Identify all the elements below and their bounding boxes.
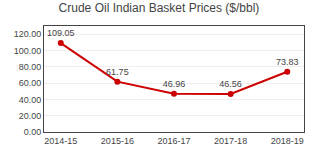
svg-text:100.00: 100.00: [14, 46, 42, 56]
svg-text:2018-19: 2018-19: [271, 136, 304, 146]
svg-text:2016-17: 2016-17: [157, 136, 190, 146]
svg-text:20.00: 20.00: [19, 111, 42, 121]
svg-text:2014-15: 2014-15: [44, 136, 77, 146]
svg-text:80.00: 80.00: [19, 62, 42, 72]
svg-text:46.96: 46.96: [163, 79, 186, 89]
svg-text:2017-18: 2017-18: [214, 136, 247, 146]
svg-text:73.83: 73.83: [276, 57, 299, 67]
svg-text:Crude Oil Indian Basket Prices: Crude Oil Indian Basket Prices ($/bbl): [59, 1, 260, 15]
svg-text:46.56: 46.56: [219, 79, 242, 89]
svg-text:61.75: 61.75: [106, 67, 129, 77]
svg-text:120.00: 120.00: [14, 29, 42, 39]
svg-text:2015-16: 2015-16: [101, 136, 134, 146]
svg-text:40.00: 40.00: [19, 95, 42, 105]
svg-text:109.05: 109.05: [47, 28, 75, 38]
svg-text:0.00: 0.00: [24, 127, 42, 137]
svg-text:60.00: 60.00: [19, 78, 42, 88]
